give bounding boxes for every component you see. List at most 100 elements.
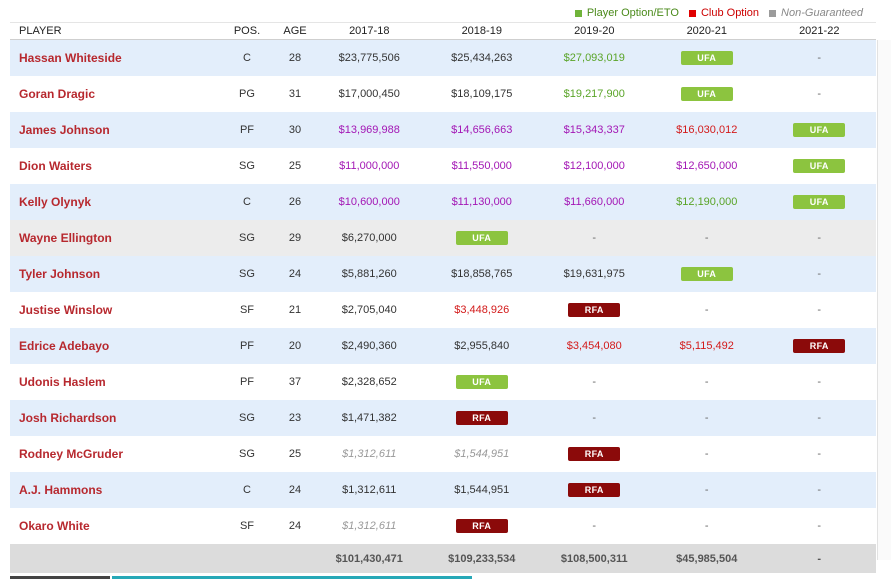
salary-value: $2,490,360: [341, 340, 397, 352]
player-name-link[interactable]: Goran Dragic: [19, 87, 96, 101]
header-2021-22[interactable]: 2021-22: [799, 25, 840, 37]
player-name-link[interactable]: Wayne Ellington: [19, 231, 112, 245]
empty-value: -: [704, 232, 709, 244]
salary-cell-2017-18: $5,881,260: [313, 268, 426, 280]
header-pos[interactable]: POS.: [233, 25, 261, 37]
salary-value: $18,858,765: [451, 268, 513, 280]
bottom-strip-dark: [10, 576, 110, 579]
player-cell: A.J. Hammons: [10, 483, 217, 497]
player-name-link[interactable]: Justise Winslow: [19, 303, 113, 317]
header-2019-20[interactable]: 2019-20: [574, 25, 615, 37]
position-cell: SF: [239, 520, 255, 532]
salary-cell-2017-18: $1,312,611: [313, 520, 426, 532]
salary-cell-2019-20: -: [538, 520, 651, 532]
salary-cell-2019-20: $19,217,900: [538, 88, 651, 100]
age-cell: 23: [288, 412, 302, 424]
salary-cell-2020-21: -: [651, 412, 764, 424]
salary-value: $11,000,000: [339, 160, 400, 172]
vertical-scrollbar[interactable]: [877, 40, 891, 560]
position-cell: SG: [239, 232, 255, 244]
bottom-strip-teal: [112, 576, 472, 579]
salary-cell-2018-19: $18,109,175: [426, 88, 539, 100]
table-row: Goran Dragic PG 31 $17,000,450 $18,109,175 $1…: [10, 76, 876, 112]
salary-cell-2019-20: $27,093,019: [538, 52, 651, 64]
player-name-link[interactable]: Hassan Whiteside: [19, 51, 122, 65]
player-name-link[interactable]: A.J. Hammons: [19, 483, 103, 497]
empty-value: -: [817, 88, 822, 100]
salary-value: $1,471,382: [341, 412, 397, 424]
header-age[interactable]: AGE: [283, 25, 307, 37]
legend-non-guaranteed-label: Non-Guaranteed: [781, 7, 863, 19]
empty-value: -: [817, 52, 822, 64]
salary-cell-2019-20: RFA: [538, 447, 651, 461]
salary-value: $5,115,492: [679, 340, 734, 352]
green-square-icon: [574, 9, 582, 17]
totals-row: $101,430,471 $109,233,534 $108,500,311 $…: [10, 544, 876, 573]
gray-square-icon: [769, 9, 777, 17]
total-2021-22: -: [817, 552, 822, 565]
player-name-link[interactable]: Okaro White: [19, 519, 90, 533]
empty-value: -: [592, 520, 597, 532]
salary-cell-2021-22: RFA: [763, 339, 876, 353]
header-2017-18[interactable]: 2017-18: [349, 25, 390, 37]
empty-value: -: [817, 484, 822, 496]
salary-cell-2017-18: $10,600,000: [313, 196, 426, 208]
salary-value: $11,660,000: [564, 196, 625, 208]
salary-value: $19,631,975: [563, 268, 625, 280]
salary-cell-2019-20: -: [538, 232, 651, 244]
position-cell: C: [243, 52, 251, 64]
age-cell: 21: [288, 304, 302, 316]
ufa-badge: UFA: [793, 159, 846, 173]
player-name-link[interactable]: Rodney McGruder: [19, 447, 124, 461]
total-2018-19: $109,233,534: [448, 552, 516, 565]
legend-club-option-label: Club Option: [700, 7, 760, 19]
salary-value: $1,312,611: [342, 484, 397, 496]
player-name-link[interactable]: Dion Waiters: [19, 159, 92, 173]
player-name-link[interactable]: Edrice Adebayo: [19, 339, 110, 353]
ufa-badge: UFA: [793, 123, 846, 137]
empty-value: -: [704, 376, 709, 388]
position-cell: SG: [239, 412, 255, 424]
salary-cell-2021-22: -: [763, 376, 876, 388]
rfa-badge: RFA: [793, 339, 846, 353]
player-cell: Kelly Olynyk: [10, 195, 217, 209]
empty-value: -: [704, 412, 709, 424]
salary-value: $19,217,900: [563, 88, 625, 100]
player-name-link[interactable]: Josh Richardson: [19, 411, 117, 425]
table-row: Rodney McGruder SG 25 $1,312,611 $1,544,951 R…: [10, 436, 876, 472]
age-cell: 24: [288, 520, 302, 532]
age-cell: 25: [288, 448, 302, 460]
header-2018-19[interactable]: 2018-19: [461, 25, 502, 37]
header-2020-21[interactable]: 2020-21: [686, 25, 727, 37]
salary-value: $18,109,175: [451, 88, 513, 100]
player-name-link[interactable]: Kelly Olynyk: [19, 195, 92, 209]
player-name-link[interactable]: Udonis Haslem: [19, 375, 106, 389]
salary-cell-2019-20: RFA: [538, 483, 651, 497]
legend-non-guaranteed: Non-Guaranteed: [769, 7, 863, 19]
empty-value: -: [817, 376, 822, 388]
table-row: Edrice Adebayo PF 20 $2,490,360 $2,955,840 $3…: [10, 328, 876, 364]
salary-cell-2021-22: -: [763, 448, 876, 460]
header-player[interactable]: PLAYER: [19, 25, 62, 37]
salary-cell-2020-21: -: [651, 376, 764, 388]
table-row: James Johnson PF 30 $13,969,988 $14,656,663 $…: [10, 112, 876, 148]
salary-cell-2021-22: -: [763, 52, 876, 64]
player-name-link[interactable]: James Johnson: [19, 123, 110, 137]
salary-cell-2020-21: $12,190,000: [651, 196, 764, 208]
table-row: A.J. Hammons C 24 $1,312,611 $1,544,951 RFA - -: [10, 472, 876, 508]
salary-value: $1,544,951: [454, 448, 510, 460]
salary-table: PLAYER POS. AGE 2017-18 2018-19 2019-20 …: [10, 22, 876, 573]
salary-cell-2017-18: $2,328,652: [313, 376, 426, 388]
rfa-badge: RFA: [568, 483, 621, 497]
age-cell: 31: [288, 88, 302, 100]
legend: Player Option/ETO Club Option Non-Guaran…: [574, 6, 863, 20]
salary-cell-2017-18: $1,312,611: [313, 448, 426, 460]
salary-cell-2017-18: $13,969,988: [313, 124, 426, 136]
salary-cell-2020-21: -: [651, 484, 764, 496]
empty-value: -: [817, 304, 822, 316]
player-cell: Dion Waiters: [10, 159, 217, 173]
player-name-link[interactable]: Tyler Johnson: [19, 267, 101, 281]
empty-value: -: [704, 448, 709, 460]
salary-cell-2021-22: -: [763, 232, 876, 244]
salary-value: $12,650,000: [676, 160, 738, 172]
